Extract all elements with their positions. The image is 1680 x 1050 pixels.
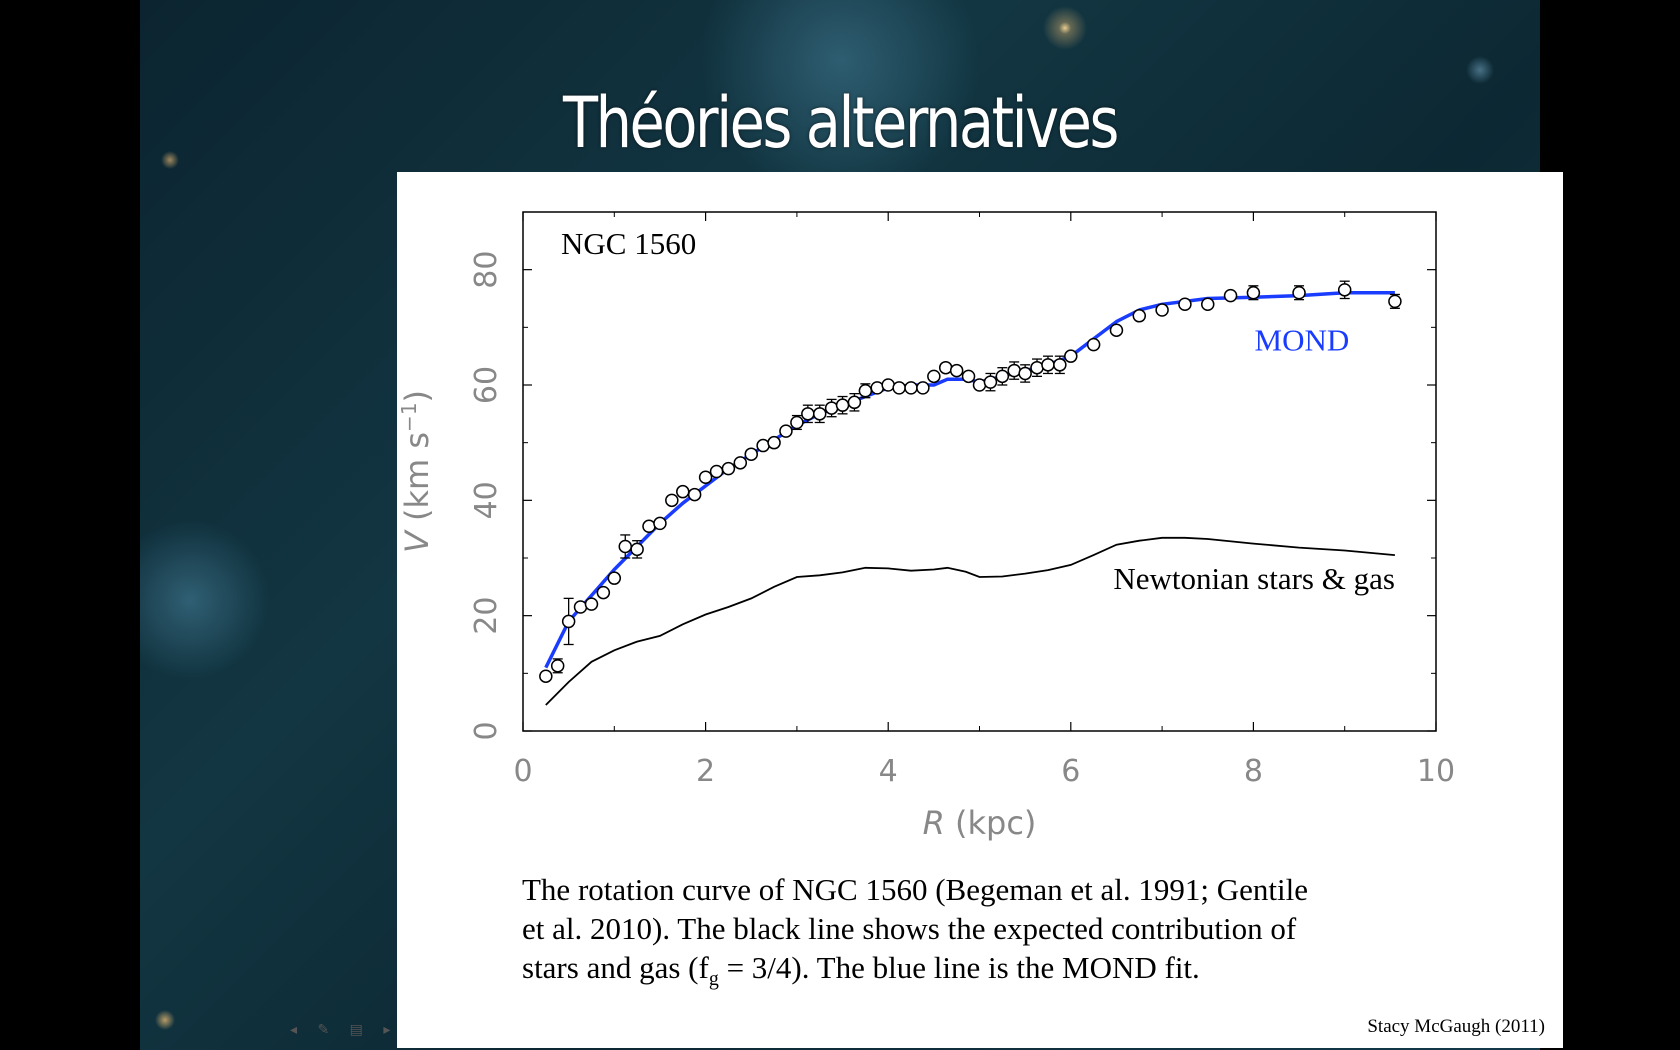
data-point [744,447,758,461]
x-tick-label: 4 [879,754,898,789]
data-point [539,669,553,683]
data-point [1201,297,1215,312]
data-point [665,493,679,508]
data-point [949,363,964,378]
data-point [1132,309,1147,323]
data-point [721,461,736,476]
data-point [790,415,804,430]
data-point [709,464,724,479]
data-point [1109,323,1124,337]
data-point [1155,303,1169,317]
y-tick-label: 80 [469,251,504,289]
data-point [573,600,588,614]
x-tick-label: 6 [1061,754,1080,789]
galaxy-annotation: NGC 1560 [561,226,696,261]
data-point [767,435,781,450]
data-point [756,438,770,453]
data-point [1030,360,1044,375]
data-point [596,585,611,600]
caption-line-3b: = 3/4). The blue line is the MOND fit. [718,950,1200,985]
x-tick-label: 2 [696,754,715,789]
data-point [618,539,633,554]
data-point [653,516,667,531]
data-point [1041,358,1055,372]
data-point [550,659,565,673]
y-axis-label: V (km s−1) [397,390,436,553]
y-tick-label: 20 [469,597,504,635]
data-point [1018,366,1032,381]
caption-line-3a: stars and gas (f [522,950,709,985]
data-point [561,614,576,629]
data-point [584,597,599,611]
data-point [779,424,793,438]
mond-series-label: MOND [1255,322,1350,357]
data-point [1292,285,1306,300]
figure-panel: 0 2 4 6 8 10 0 20 40 60 80 R (kpc) V (km s−1) NGC 156… [397,172,1563,1048]
caption-line-3: stars and gas (fg = 3/4). The blue line … [522,948,1442,999]
data-point [1086,337,1101,352]
data-point [698,470,713,485]
data-point [812,407,827,421]
data-point [972,378,987,392]
data-point [858,384,873,398]
data-point [1053,358,1067,372]
x-tick-label: 0 [513,754,532,789]
caption-line-1: The rotation curve of NGC 1560 (Begeman … [522,872,1308,907]
figure-credit: Stacy McGaugh (2011) [1367,1016,1545,1037]
data-point [881,378,895,392]
y-tick-label: 0 [469,721,504,740]
data-point [801,407,815,421]
newtonian-line [545,536,1395,706]
data-point [927,369,941,384]
x-tick-label: 10 [1417,754,1455,789]
data-point [1007,363,1021,378]
slide-title: Théories alternatives [563,82,1119,164]
data-point [1178,297,1192,312]
data-point [607,571,622,585]
data-point [630,542,644,557]
slide-controls[interactable]: ◂ ✎ ▤ ▸ [290,1022,399,1038]
data-point [916,381,930,395]
data-point [1246,285,1261,300]
data-point [1223,288,1238,303]
y-tick-label: 40 [469,481,504,519]
data-point [847,395,862,410]
caption-line-2: et al. 2010). The black line shows the e… [522,911,1297,946]
slide-background: Théories alternatives 0 2 4 6 8 10 0 20 40 60 80 R … [140,0,1563,1050]
rotation-curve-chart: 0 2 4 6 8 10 0 20 40 60 80 R (kpc) V (km s−1) NGC 156… [397,211,1455,842]
newtonian-series-label: Newtonian stars & gas [1113,561,1395,596]
data-point [983,375,998,389]
data-point [1388,294,1402,309]
data-point [995,369,1010,384]
data-point [687,487,702,502]
data-point [1337,283,1352,297]
y-tick-label: 60 [469,366,504,404]
x-tick-label: 8 [1244,754,1263,789]
data-point [676,484,690,499]
data-point [824,401,839,415]
x-axis-label: R (kpc) [923,804,1037,842]
data-point [733,456,748,470]
caption-subscript: g [708,968,719,991]
data-point [870,381,884,395]
data-point [938,360,953,375]
figure-caption: The rotation curve of NGC 1560 (Begeman … [522,870,1442,999]
data-point [892,381,906,395]
data-point [835,398,850,412]
data-point [1064,349,1078,363]
data-point [961,369,976,384]
data-point [642,519,656,534]
data-point [904,381,918,395]
